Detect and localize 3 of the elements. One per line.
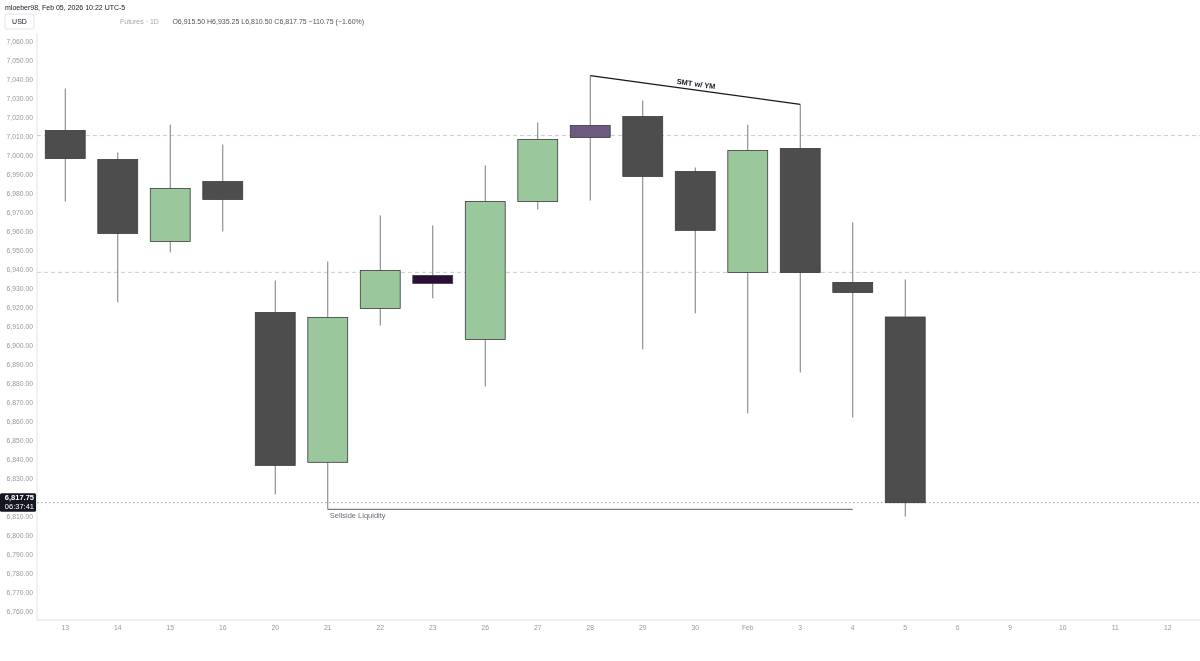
- candlestick: [569, 75, 611, 202]
- candlestick: [832, 221, 874, 418]
- candlestick: [412, 224, 454, 299]
